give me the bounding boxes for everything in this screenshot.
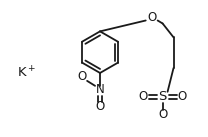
Text: K: K [18,66,27,79]
Text: O: O [147,11,156,24]
Text: O: O [158,108,167,121]
Text: O: O [138,90,147,103]
Text: O: O [78,70,87,83]
Text: O: O [178,90,187,103]
Text: O: O [95,100,105,113]
Text: +: + [27,64,34,72]
Text: N: N [96,83,104,96]
Text: S: S [158,90,167,103]
